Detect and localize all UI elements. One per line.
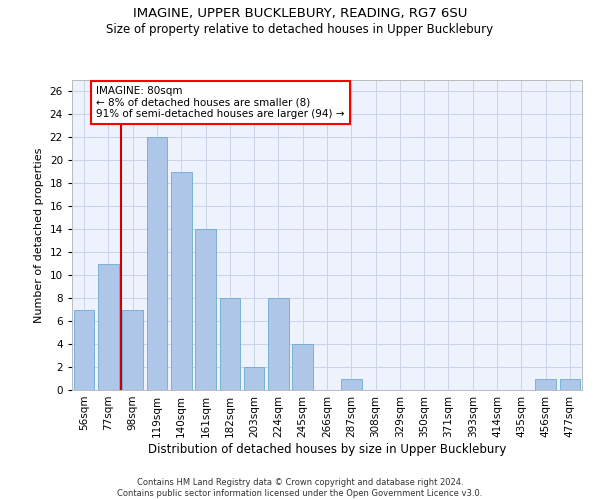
Bar xyxy=(535,378,556,390)
Y-axis label: Number of detached properties: Number of detached properties xyxy=(34,148,44,322)
Bar xyxy=(341,378,362,390)
Bar xyxy=(292,344,313,390)
Text: Size of property relative to detached houses in Upper Bucklebury: Size of property relative to detached ho… xyxy=(106,22,494,36)
X-axis label: Distribution of detached houses by size in Upper Bucklebury: Distribution of detached houses by size … xyxy=(148,442,506,456)
Bar xyxy=(560,378,580,390)
Bar xyxy=(74,310,94,390)
Bar xyxy=(220,298,240,390)
Text: Contains HM Land Registry data © Crown copyright and database right 2024.
Contai: Contains HM Land Registry data © Crown c… xyxy=(118,478,482,498)
Bar xyxy=(171,172,191,390)
Text: IMAGINE: 80sqm
← 8% of detached houses are smaller (8)
91% of semi-detached hous: IMAGINE: 80sqm ← 8% of detached houses a… xyxy=(96,86,345,119)
Bar xyxy=(195,230,216,390)
Bar xyxy=(98,264,119,390)
Text: IMAGINE, UPPER BUCKLEBURY, READING, RG7 6SU: IMAGINE, UPPER BUCKLEBURY, READING, RG7 … xyxy=(133,8,467,20)
Bar xyxy=(268,298,289,390)
Bar xyxy=(146,138,167,390)
Bar xyxy=(244,367,265,390)
Bar xyxy=(122,310,143,390)
